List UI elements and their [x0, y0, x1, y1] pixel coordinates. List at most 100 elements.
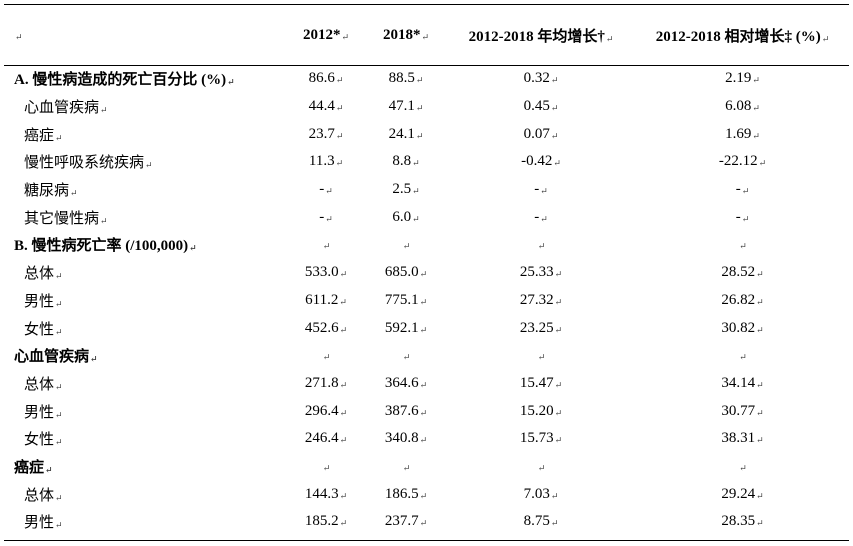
cell-relative: 29.24↵ — [721, 485, 764, 502]
table-row: A. 慢性病造成的死亡百分比 (%)↵ 86.6↵ 88.5↵ 0.32↵ 2.… — [4, 65, 849, 93]
row-label: 总体↵ — [24, 376, 63, 393]
cell-annual: -0.42↵ — [521, 153, 561, 170]
table-row: 心血管疾病↵ 44.4↵ 47.1↵ 0.45↵ 6.08↵ — [4, 93, 849, 121]
cell-annual: ↵ — [537, 241, 546, 252]
table-bottom-rule — [4, 540, 849, 541]
table-header-row: ↵ 2012*↵ 2018*↵ 2012-2018 年均增长†↵ 2012-20… — [4, 5, 849, 65]
cell-2012: -↵ — [319, 181, 333, 198]
cell-relative: -22.12↵ — [718, 153, 767, 170]
cell-annual: 0.45↵ — [523, 98, 559, 115]
cell-relative: 1.69↵ — [725, 125, 760, 142]
cell-annual: 25.33↵ — [519, 264, 563, 281]
row-label: 总体↵ — [24, 487, 63, 504]
header-2012: 2012*↵ — [302, 26, 350, 43]
cell-2018: 685.0↵ — [384, 264, 428, 281]
cell-2012: 185.2↵ — [304, 513, 348, 530]
cell-annual: 8.75↵ — [523, 513, 559, 530]
cell-2018: 364.6↵ — [384, 374, 428, 391]
cell-2012: -↵ — [319, 208, 333, 225]
row-label: 癌症↵ — [24, 127, 63, 144]
table-row: 糖尿病↵ -↵ 2.5↵ -↵ -↵ — [4, 176, 849, 204]
cell-annual: 27.32↵ — [519, 291, 563, 308]
cell-annual: ↵ — [537, 462, 546, 473]
cell-relative: ↵ — [739, 241, 747, 252]
cell-annual: -↵ — [534, 208, 548, 225]
cell-relative: 2.19↵ — [725, 70, 760, 87]
cell-relative: -↵ — [735, 208, 750, 225]
cell-relative: 30.77↵ — [721, 402, 764, 419]
cell-2012: 44.4↵ — [308, 98, 344, 115]
cell-2018: 340.8↵ — [384, 430, 428, 447]
header-relative-growth: 2012-2018 相对增长‡ (%)↵ — [655, 28, 830, 45]
cell-2012: 86.6↵ — [308, 70, 344, 87]
cell-2012: 246.4↵ — [304, 430, 348, 447]
cell-annual: 0.32↵ — [523, 70, 559, 87]
table-row: 男性↵ 185.2↵ 237.7↵ 8.75↵ 28.35↵ — [4, 508, 849, 536]
row-label: 糖尿病↵ — [24, 183, 78, 200]
cell-2012: 271.8↵ — [304, 374, 348, 391]
cell-annual: 7.03↵ — [523, 485, 559, 502]
header-category: ↵ — [15, 31, 23, 42]
cell-2018: 592.1↵ — [384, 319, 428, 336]
cell-2018: 24.1↵ — [388, 125, 424, 142]
table-row: 癌症↵ ↵ ↵ ↵ ↵ — [4, 453, 849, 481]
table-row: 总体↵ 533.0↵ 685.0↵ 25.33↵ 28.52↵ — [4, 259, 849, 287]
row-label: 女性↵ — [24, 432, 63, 449]
mortality-table: ↵ 2012*↵ 2018*↵ 2012-2018 年均增长†↵ 2012-20… — [4, 5, 849, 536]
cell-relative: 28.52↵ — [721, 264, 764, 281]
row-label: 女性↵ — [24, 321, 63, 338]
cell-2012: ↵ — [322, 241, 331, 252]
cell-2012: 23.7↵ — [308, 125, 344, 142]
cell-2018: ↵ — [402, 241, 411, 252]
cell-annual: ↵ — [537, 352, 546, 363]
cell-2012: ↵ — [322, 352, 331, 363]
cell-relative: 30.82↵ — [721, 319, 764, 336]
row-label: 男性↵ — [24, 404, 63, 421]
table-row: 男性↵ 611.2↵ 775.1↵ 27.32↵ 26.82↵ — [4, 287, 849, 315]
table-row: B. 慢性病死亡率 (/100,000)↵ ↵ ↵ ↵ ↵ — [4, 231, 849, 259]
cell-relative: 26.82↵ — [721, 291, 764, 308]
row-label: 男性↵ — [24, 515, 63, 532]
cell-annual: 0.07↵ — [523, 125, 559, 142]
cell-2012: 144.3↵ — [304, 485, 348, 502]
cell-annual: 15.73↵ — [519, 430, 563, 447]
cell-2012: 533.0↵ — [304, 264, 348, 281]
header-annual-growth: 2012-2018 年均增长†↵ — [468, 28, 614, 45]
row-label: 心血管疾病↵ — [14, 349, 98, 366]
cell-2018: 88.5↵ — [388, 70, 424, 87]
cell-annual: -↵ — [534, 181, 548, 198]
row-label: 总体↵ — [24, 266, 63, 283]
table-row: 癌症↵ 23.7↵ 24.1↵ 0.07↵ 1.69↵ — [4, 120, 849, 148]
row-label: A. 慢性病造成的死亡百分比 (%)↵ — [14, 72, 235, 89]
table-row: 慢性呼吸系统疾病↵ 11.3↵ 8.8↵ -0.42↵ -22.12↵ — [4, 148, 849, 176]
cell-2018: 8.8↵ — [392, 153, 420, 170]
table-row: 总体↵ 271.8↵ 364.6↵ 15.47↵ 34.14↵ — [4, 370, 849, 398]
cell-2012: 452.6↵ — [304, 319, 348, 336]
table-row: 男性↵ 296.4↵ 387.6↵ 15.20↵ 30.77↵ — [4, 397, 849, 425]
row-label: 男性↵ — [24, 293, 63, 310]
cell-2018: 387.6↵ — [384, 402, 428, 419]
cell-relative: ↵ — [739, 352, 747, 363]
cell-2018: ↵ — [402, 352, 411, 363]
cell-2012: ↵ — [322, 462, 331, 473]
table-top-rule — [4, 4, 849, 5]
cell-annual: 15.47↵ — [519, 374, 563, 391]
cell-2018: 6.0↵ — [392, 208, 420, 225]
cell-2012: 611.2↵ — [305, 291, 347, 308]
table-row: 女性↵ 246.4↵ 340.8↵ 15.73↵ 38.31↵ — [4, 425, 849, 453]
cell-2018: 775.1↵ — [384, 291, 428, 308]
cell-2018: 237.7↵ — [384, 513, 428, 530]
cell-relative: ↵ — [739, 462, 747, 473]
cell-2018: ↵ — [402, 462, 411, 473]
cell-2012: 11.3↵ — [308, 153, 344, 170]
cell-annual: 23.25↵ — [519, 319, 563, 336]
table-row: 女性↵ 452.6↵ 592.1↵ 23.25↵ 30.82↵ — [4, 314, 849, 342]
cell-relative: 28.35↵ — [721, 513, 764, 530]
table-header-rule — [4, 65, 849, 66]
row-label: 慢性呼吸系统疾病↵ — [24, 155, 153, 172]
cell-relative: -↵ — [735, 181, 750, 198]
cell-2018: 186.5↵ — [384, 485, 428, 502]
cell-2012: 296.4↵ — [304, 402, 348, 419]
cell-relative: 34.14↵ — [721, 374, 764, 391]
